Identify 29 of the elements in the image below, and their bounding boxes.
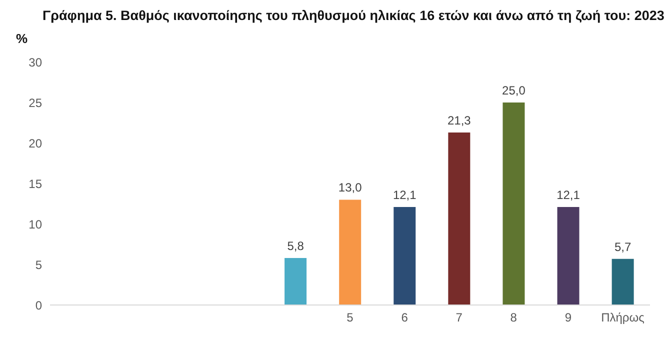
data-label: 21,3: [448, 113, 472, 128]
data-label: 12,1: [392, 188, 417, 202]
y-tick-label: 15: [28, 176, 42, 191]
y-tick-label: 30: [28, 55, 42, 70]
x-tick-label: 6: [401, 310, 408, 325]
x-tick-label: 7: [456, 310, 463, 325]
bar: [394, 206, 416, 305]
bar: [448, 132, 470, 305]
bar: [339, 200, 362, 305]
y-tick-label: 10: [28, 217, 42, 232]
bar: [284, 258, 307, 305]
bar: [612, 258, 634, 305]
data-label: 5,7: [614, 240, 632, 254]
y-tick-label: 0: [35, 298, 42, 312]
bar: [502, 102, 525, 305]
y-axis-title: %: [16, 31, 28, 46]
data-label: 5,8: [287, 239, 304, 254]
x-tick-label: 9: [564, 310, 572, 325]
x-tick-label: 8: [510, 310, 518, 325]
data-label: 13,0: [338, 180, 362, 195]
x-tick-label: Πλήρως: [601, 310, 645, 325]
y-tick-label: 5: [35, 258, 42, 272]
chart-title: Γράφημα 5. Βαθμός ικανοποίησης του πληθυσμού ηλικίας 16 ετών και άνω από τη ζωή του: 2023: [42, 8, 666, 23]
data-label: 25,0: [502, 84, 526, 98]
data-label: 12,1: [556, 188, 580, 202]
x-tick-label: 5: [346, 310, 354, 325]
y-tick-label: 25: [28, 96, 42, 110]
bar: [557, 206, 580, 305]
y-tick-label: 20: [28, 136, 42, 150]
